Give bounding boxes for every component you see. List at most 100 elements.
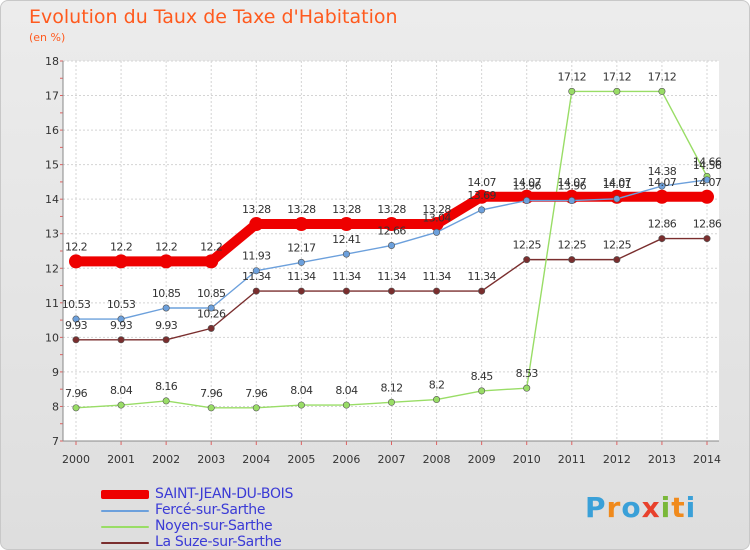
data-point bbox=[162, 304, 170, 312]
y-tick-label: 17 bbox=[45, 90, 59, 103]
data-label: 11.34 bbox=[332, 270, 361, 283]
data-point bbox=[252, 404, 260, 412]
data-label: 13.96 bbox=[558, 180, 587, 193]
data-label: 8.12 bbox=[380, 381, 402, 394]
data-label: 17.12 bbox=[603, 70, 632, 83]
data-point bbox=[523, 384, 531, 392]
data-point bbox=[72, 336, 80, 344]
data-label: 14.66 bbox=[693, 155, 722, 168]
data-point bbox=[433, 228, 441, 236]
data-point bbox=[658, 235, 666, 243]
x-tick-label: 2007 bbox=[378, 453, 406, 466]
data-point bbox=[69, 254, 83, 269]
data-point bbox=[342, 250, 350, 258]
y-tick-label: 8 bbox=[52, 400, 59, 413]
data-label: 10.26 bbox=[197, 307, 226, 320]
data-label: 11.34 bbox=[422, 270, 451, 283]
data-label: 12.2 bbox=[200, 240, 222, 253]
data-point bbox=[72, 315, 80, 323]
data-point bbox=[429, 217, 444, 232]
data-label: 10.85 bbox=[152, 287, 181, 300]
legend-item: SAINT-JEAN-DU-BOIS bbox=[101, 486, 421, 503]
data-label: 17.12 bbox=[648, 70, 677, 83]
data-point bbox=[478, 206, 486, 214]
legend-swatch bbox=[101, 490, 149, 499]
data-label: 14.07 bbox=[603, 176, 632, 189]
data-point bbox=[387, 241, 395, 249]
data-label: 12.17 bbox=[287, 241, 316, 254]
x-tick-label: 2013 bbox=[648, 453, 676, 466]
data-point bbox=[658, 87, 666, 95]
data-point bbox=[654, 189, 669, 204]
data-point bbox=[433, 396, 441, 404]
data-point bbox=[117, 401, 125, 409]
data-label: 17.12 bbox=[558, 70, 587, 83]
data-label: 12.25 bbox=[512, 239, 541, 252]
data-label: 13.28 bbox=[377, 203, 406, 216]
chart-title: Evolution du Taux de Taxe d'Habitation bbox=[29, 6, 398, 28]
data-label: 14.07 bbox=[467, 176, 496, 189]
data-label: 12.2 bbox=[110, 240, 132, 253]
data-label: 14.07 bbox=[693, 176, 722, 189]
legend-item: Fercé-sur-Sarthe bbox=[101, 502, 421, 519]
data-label: 12.2 bbox=[155, 240, 177, 253]
data-point bbox=[568, 256, 576, 264]
data-point bbox=[207, 404, 215, 412]
data-point bbox=[703, 235, 711, 243]
data-label: 12.25 bbox=[603, 239, 632, 252]
x-tick-label: 2000 bbox=[62, 453, 90, 466]
proxiti-logo: Proxiti bbox=[585, 491, 697, 524]
x-tick-label: 2006 bbox=[332, 453, 360, 466]
data-label: 8.53 bbox=[516, 367, 539, 380]
x-tick-label: 2002 bbox=[152, 453, 180, 466]
legend-item: La Suze-sur-Sarthe bbox=[101, 534, 421, 549]
data-point bbox=[162, 397, 170, 405]
data-point bbox=[117, 336, 125, 344]
data-point bbox=[342, 401, 350, 409]
data-point bbox=[568, 197, 576, 205]
data-point bbox=[433, 287, 441, 295]
data-label: 7.96 bbox=[245, 387, 268, 400]
data-label: 9.93 bbox=[110, 319, 133, 332]
data-point bbox=[658, 182, 666, 190]
y-tick-label: 15 bbox=[45, 159, 59, 172]
data-label: 8.04 bbox=[110, 384, 133, 397]
x-tick-label: 2003 bbox=[197, 453, 225, 466]
x-tick-label: 2012 bbox=[603, 453, 631, 466]
data-point bbox=[478, 287, 486, 295]
y-tick-label: 9 bbox=[52, 366, 59, 379]
data-label: 11.34 bbox=[287, 270, 316, 283]
data-point bbox=[297, 287, 305, 295]
x-tick-label: 2014 bbox=[693, 453, 721, 466]
data-point bbox=[339, 217, 354, 232]
data-point bbox=[252, 287, 260, 295]
data-label: 12.86 bbox=[693, 218, 722, 231]
data-point bbox=[474, 189, 489, 204]
data-point bbox=[117, 315, 125, 323]
data-point bbox=[387, 287, 395, 295]
y-tick-label: 10 bbox=[45, 331, 59, 344]
data-label: 8.2 bbox=[429, 379, 445, 392]
data-point bbox=[387, 398, 395, 406]
data-label: 13.04 bbox=[422, 211, 451, 224]
data-point bbox=[114, 254, 129, 269]
legend: SAINT-JEAN-DU-BOIS Fercé-sur-Sarthe Noyen-… bbox=[101, 486, 421, 549]
x-tick-label: 2011 bbox=[558, 453, 586, 466]
data-label: 10.85 bbox=[197, 287, 226, 300]
y-tick-label: 11 bbox=[45, 297, 59, 310]
y-tick-label: 16 bbox=[45, 124, 59, 137]
y-tick-label: 14 bbox=[45, 193, 59, 206]
legend-label: SAINT-JEAN-DU-BOIS bbox=[155, 486, 294, 502]
data-label: 12.86 bbox=[648, 218, 677, 231]
data-label: 14.07 bbox=[648, 176, 677, 189]
data-point bbox=[252, 267, 260, 275]
data-label: 8.04 bbox=[290, 384, 313, 397]
chart-subtitle: (en %) bbox=[29, 31, 66, 44]
data-point bbox=[72, 404, 80, 412]
data-label: 8.16 bbox=[155, 380, 178, 393]
data-label: 7.96 bbox=[200, 387, 223, 400]
data-label: 14.56 bbox=[693, 159, 722, 172]
data-label: 8.45 bbox=[471, 370, 494, 383]
data-label: 9.93 bbox=[65, 319, 88, 332]
data-point bbox=[162, 336, 170, 344]
